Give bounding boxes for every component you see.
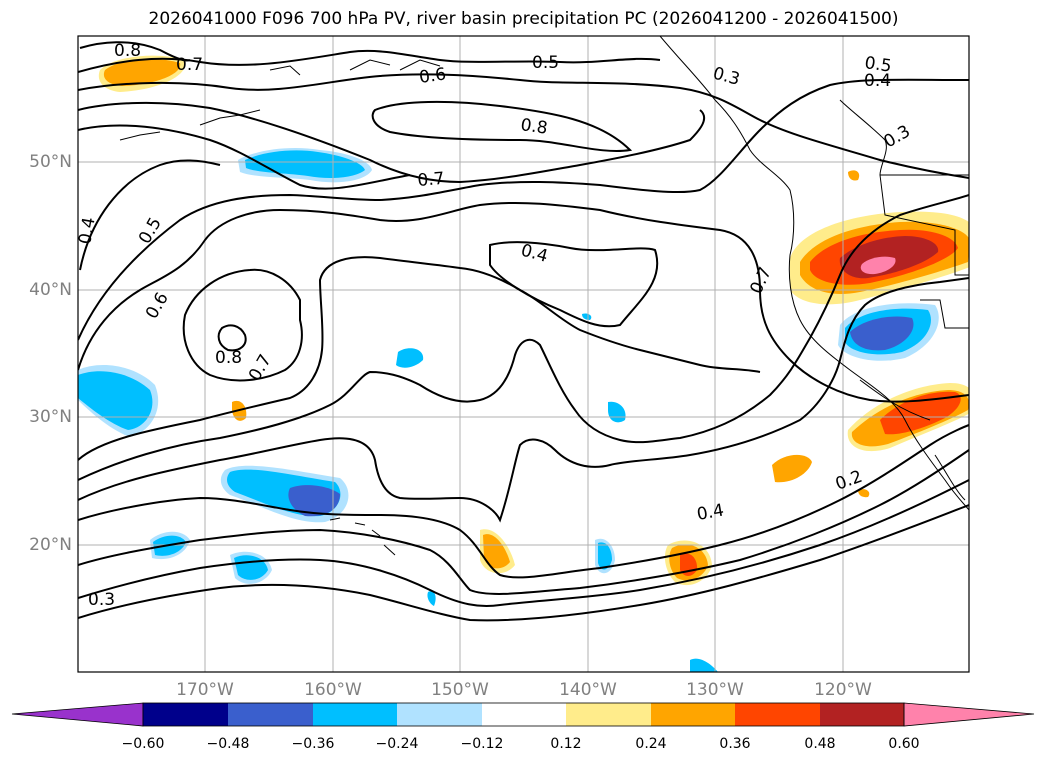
colorbar-tick: 0.12 [550, 736, 582, 752]
contour-label: 0.6 [418, 64, 448, 88]
contour-label: 0.4 [695, 501, 725, 525]
colorbar [11, 702, 1035, 727]
colorbar-tick: −0.36 [291, 736, 335, 752]
colorbar-tick: −0.12 [460, 736, 504, 752]
contour-label: 0.7 [746, 264, 776, 297]
pv-contours [78, 41, 969, 622]
lon-label: 170°W [176, 680, 234, 700]
map-frame [77, 35, 970, 673]
contour-label: 0.5 [135, 214, 166, 247]
contour-label: 0.3 [88, 590, 115, 610]
contour-label: 0.8 [519, 115, 549, 139]
contour-label: 0.7 [176, 55, 203, 75]
colorbar-tick: −0.48 [206, 736, 250, 752]
contour-label: 0.7 [417, 169, 446, 191]
contour-label: 0.8 [114, 41, 141, 61]
contour-label: 0.3 [881, 121, 914, 152]
contour-label: 0.8 [215, 348, 242, 368]
contour-label: 0.5 [863, 53, 893, 77]
lon-label: 130°W [686, 680, 744, 700]
lon-label: 160°W [304, 680, 362, 700]
colorbar-tick: 0.48 [804, 736, 836, 752]
lon-label: 140°W [559, 680, 617, 700]
colorbar-tick: −0.24 [375, 736, 419, 752]
contour-label: 0.5 [532, 53, 559, 73]
map-title: 2026041000 F096 700 hPa PV, river basin … [148, 9, 899, 29]
contour-label: 0.4 [864, 71, 891, 91]
lon-label: 150°W [431, 680, 489, 700]
contour-labels: 0.8 0.7 0.6 0.5 0.3 0.5 0.4 0.3 0.8 0.7 … [75, 41, 914, 610]
lat-label: 30°N [29, 407, 72, 427]
colorbar-tick: −0.60 [121, 736, 165, 752]
lon-label: 120°W [814, 680, 872, 700]
lat-label: 40°N [29, 280, 72, 300]
colorbar-extend-low [11, 702, 144, 727]
contour-label: 0.6 [142, 289, 173, 322]
colorbar-tick: 0.60 [888, 736, 920, 752]
lat-label: 50°N [29, 152, 72, 172]
colorbar-tick: 0.36 [719, 736, 751, 752]
colorbar-extend-high [903, 702, 1035, 727]
lat-label: 20°N [29, 535, 72, 555]
colorbar-tick: 0.24 [635, 736, 667, 752]
contour-label: 0.4 [75, 216, 99, 246]
